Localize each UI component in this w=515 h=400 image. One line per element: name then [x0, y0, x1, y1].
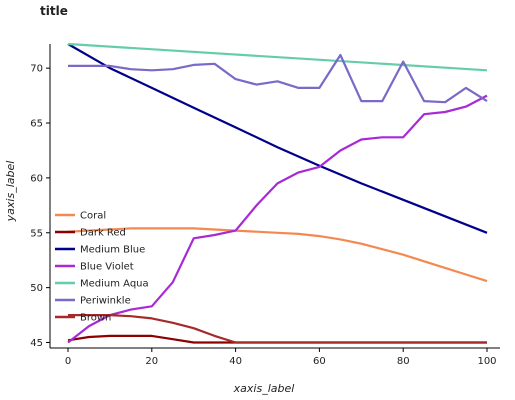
x-tick-label: 20: [145, 356, 158, 367]
x-ticks: 0 20 40 60 80 100: [65, 348, 497, 367]
x-tick-label: 0: [65, 356, 71, 367]
legend-label-brown: Brown: [80, 313, 111, 324]
legend-label-periwinkle: Periwinkle: [80, 296, 131, 307]
legend-label-dark-red: Dark Red: [80, 228, 126, 239]
legend: Coral Dark Red Medium Blue Blue Violet Mediu…: [55, 211, 149, 324]
series-line-periwinkle: [68, 53, 488, 104]
y-tick-label: 65: [30, 119, 43, 130]
legend-label-medium-aqua: Medium Aqua: [80, 279, 149, 290]
x-tick-label: 40: [229, 356, 242, 367]
y-ticks: 45 50 55 60 65 70: [30, 64, 50, 349]
y-tick-label: 60: [30, 173, 43, 184]
x-tick-label: 100: [477, 356, 496, 367]
chart-title: title: [40, 4, 68, 18]
series-line-blue-violet: [67, 94, 488, 344]
y-tick-label: 45: [30, 338, 43, 349]
series-line-brown: [68, 314, 487, 344]
series-line-medium-aqua: [67, 42, 488, 72]
y-tick-label: 55: [30, 228, 43, 239]
legend-label-coral: Coral: [80, 211, 106, 222]
x-tick-label: 60: [313, 356, 326, 367]
x-axis-title: xaxis_label: [233, 382, 295, 395]
y-axis-title: yaxis_label: [4, 161, 17, 223]
legend-label-medium-blue: Medium Blue: [80, 245, 145, 256]
series-line-coral: [67, 227, 488, 283]
axes: 45 50 55 60 65 70 0 20 40 60 80 100: [30, 44, 500, 367]
series-layer: [67, 42, 488, 344]
x-tick-label: 80: [397, 356, 410, 367]
y-tick-label: 50: [30, 283, 43, 294]
y-tick-label: 70: [30, 64, 43, 75]
legend-label-blue-violet: Blue Violet: [80, 262, 134, 273]
series-line-medium-blue: [67, 43, 488, 234]
